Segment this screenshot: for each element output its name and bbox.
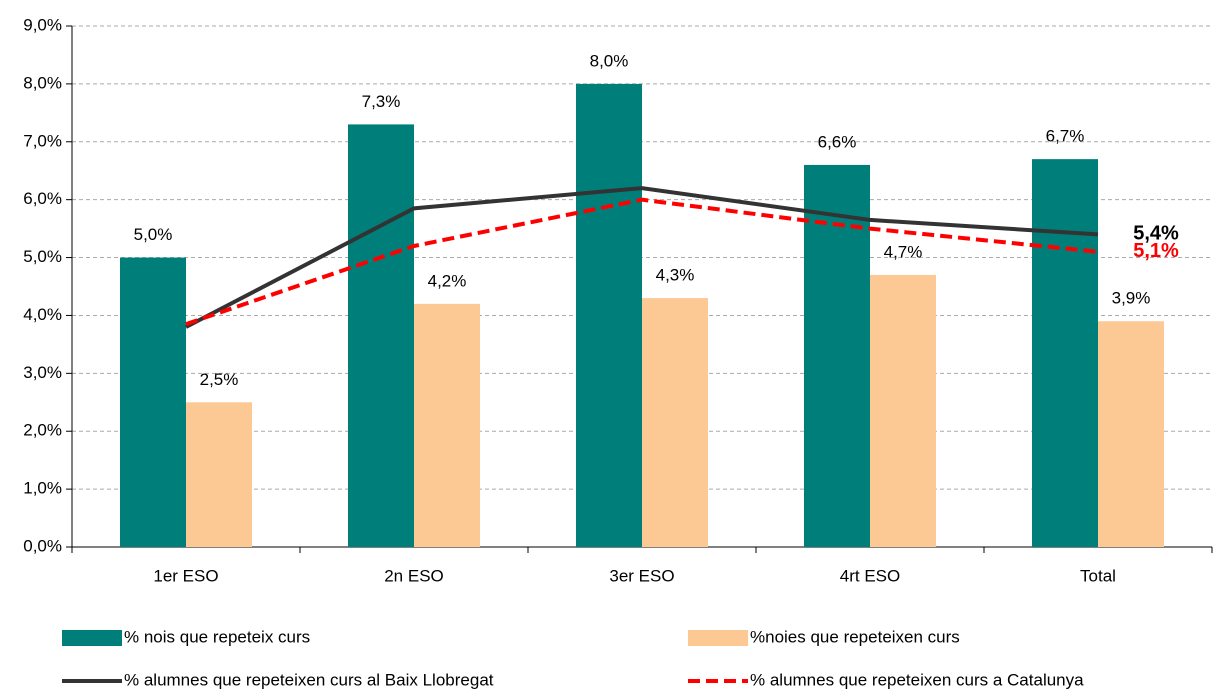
bar — [186, 402, 252, 547]
bar — [642, 298, 708, 547]
bar — [576, 83, 642, 547]
y-tick-label: 2,0% — [23, 421, 62, 440]
legend-label: %noies que repeteixen curs — [750, 627, 960, 646]
bar-value-label: 7,3% — [362, 92, 401, 111]
y-tick-label: 7,0% — [23, 131, 62, 150]
bar-value-label: 2,5% — [200, 370, 239, 389]
y-tick-label: 9,0% — [23, 15, 62, 34]
bar-value-label: 8,0% — [590, 51, 629, 70]
y-tick-label: 5,0% — [23, 247, 62, 266]
bar — [414, 303, 480, 547]
legend-swatch — [62, 630, 122, 646]
bar-value-label: 5,0% — [134, 225, 173, 244]
bar-value-label: 4,2% — [428, 271, 467, 290]
bar — [1032, 159, 1098, 547]
y-tick-label: 0,0% — [23, 536, 62, 555]
bar-value-label: 6,7% — [1046, 127, 1085, 146]
bar — [348, 124, 414, 548]
bar-value-label: 4,7% — [884, 242, 923, 261]
x-tick-label: 3er ESO — [609, 566, 674, 585]
y-tick-label: 6,0% — [23, 189, 62, 208]
legend-swatch — [688, 630, 748, 646]
bar — [1098, 321, 1164, 547]
bar-value-label: 3,9% — [1112, 289, 1151, 308]
line-value-label: 5,1% — [1133, 240, 1179, 262]
y-tick-label: 8,0% — [23, 73, 62, 92]
x-tick-label: Total — [1080, 566, 1116, 585]
legend-label: % nois que repeteix curs — [124, 627, 310, 646]
y-tick-label: 4,0% — [23, 305, 62, 324]
line-value-label: 5,4% — [1133, 223, 1179, 245]
legend-label: % alumnes que repeteixen curs a Cataluny… — [750, 670, 1084, 689]
bar — [870, 274, 936, 547]
bar-value-label: 4,3% — [656, 266, 695, 285]
line — [185, 197, 1099, 327]
y-tick-label: 3,0% — [23, 363, 62, 382]
line — [185, 186, 1099, 329]
bar-value-label: 6,6% — [818, 132, 857, 151]
y-tick-label: 1,0% — [23, 479, 62, 498]
bar — [120, 257, 186, 547]
x-tick-label: 4rt ESO — [840, 566, 900, 585]
bar — [804, 164, 870, 547]
legend-label: % alumnes que repeteixen curs al Baix Ll… — [124, 670, 494, 689]
x-tick-label: 2n ESO — [384, 566, 444, 585]
x-tick-label: 1er ESO — [153, 566, 218, 585]
